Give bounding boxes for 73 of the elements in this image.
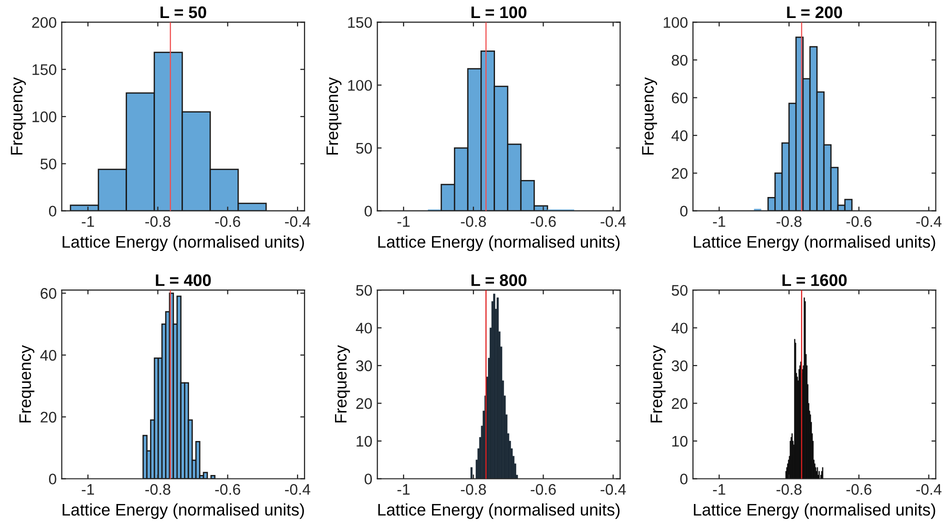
y-tick-label: 40 — [671, 130, 688, 142]
y-tick-label: 0 — [364, 206, 372, 217]
x-tick-label: -0.8 — [145, 484, 170, 495]
x-tick-label: -0.4 — [600, 484, 626, 495]
chart-title: L = 800 — [472, 274, 526, 286]
y-tick-label: 50 — [40, 158, 56, 170]
y-tick-label: 40 — [40, 350, 56, 361]
y-axis-title: Frequency — [19, 345, 34, 422]
y-axis-title: Frequency — [642, 77, 658, 155]
x-axis-title: Lattice Energy (normalised units) — [694, 503, 936, 519]
y-axis-title: Frequency — [335, 345, 350, 422]
y-tick-label: 40 — [356, 322, 372, 334]
y-tick-label: 0 — [680, 474, 688, 484]
x-tick-label: -1 — [82, 484, 94, 495]
y-tick-label: 0 — [48, 206, 56, 217]
y-tick-label: 150 — [32, 64, 56, 76]
chart-title: L = 100 — [472, 6, 526, 18]
y-tick-label: 20 — [40, 412, 56, 423]
y-tick-label: 200 — [32, 17, 56, 28]
y-tick-label: 30 — [356, 360, 372, 372]
x-tick-label: -0.4 — [916, 484, 942, 495]
x-axis-title: Lattice Energy (normalised units) — [378, 236, 620, 252]
x-tick-label: -0.6 — [530, 216, 556, 227]
y-tick-label: 0 — [364, 474, 372, 484]
y-tick-label: 40 — [671, 322, 688, 334]
x-axis-title: Lattice Energy (normalised units) — [694, 236, 936, 252]
y-tick-label: 50 — [356, 284, 372, 296]
y-tick-label: 50 — [356, 142, 372, 154]
chart-title: L = 1600 — [782, 274, 847, 286]
y-tick-label: 0 — [680, 206, 688, 217]
x-tick-label: -1 — [397, 216, 410, 227]
y-axis-title: Frequency — [10, 77, 26, 155]
x-tick-label: -0.8 — [776, 484, 802, 495]
x-tick-label: -1 — [82, 216, 94, 227]
x-tick-label: -0.6 — [846, 484, 872, 495]
x-axis-title: Lattice Energy (normalised units) — [378, 503, 620, 519]
chart-title: L = 400 — [156, 274, 211, 286]
y-tick-label: 100 — [664, 17, 688, 28]
chart-title: L = 50 — [160, 6, 206, 18]
x-tick-label: -0.6 — [846, 216, 872, 227]
y-tick-label: 100 — [348, 80, 372, 91]
y-tick-label: 30 — [672, 360, 688, 372]
y-tick-label: 20 — [672, 168, 688, 179]
x-tick-label: -0.8 — [776, 216, 802, 227]
y-axis-title: Frequency — [650, 345, 666, 422]
y-tick-label: 0 — [48, 474, 56, 484]
x-tick-label: -1 — [713, 484, 726, 495]
x-tick-label: -0.6 — [215, 216, 240, 227]
y-tick-label: 80 — [672, 54, 688, 66]
x-tick-label: -0.8 — [145, 216, 170, 227]
x-tick-label: -1 — [713, 216, 726, 227]
x-tick-label: -0.8 — [460, 484, 486, 495]
y-tick-label: 150 — [348, 17, 372, 28]
y-tick-label: 50 — [672, 284, 688, 296]
chart-title: L = 200 — [787, 6, 842, 18]
x-tick-label: -0.4 — [285, 484, 310, 495]
y-tick-label: 20 — [672, 398, 688, 409]
x-tick-label: -0.4 — [600, 216, 626, 227]
y-tick-label: 10 — [356, 436, 372, 447]
x-axis-title: Lattice Energy (normalised units) — [62, 236, 304, 252]
x-tick-label: -1 — [397, 484, 410, 495]
x-tick-label: -0.4 — [916, 216, 942, 227]
y-tick-label: 10 — [672, 436, 688, 447]
y-tick-label: 60 — [672, 92, 688, 104]
x-axis-title: Lattice Energy (normalised units) — [62, 503, 304, 519]
y-tick-label: 20 — [356, 398, 372, 409]
y-axis-title: Frequency — [326, 77, 342, 155]
y-tick-label: 60 — [40, 288, 56, 299]
y-tick-label: 100 — [32, 111, 56, 122]
x-tick-label: -0.6 — [215, 484, 240, 495]
x-tick-label: -0.8 — [460, 216, 486, 227]
x-tick-label: -0.4 — [285, 216, 310, 227]
x-tick-label: -0.6 — [530, 484, 556, 495]
